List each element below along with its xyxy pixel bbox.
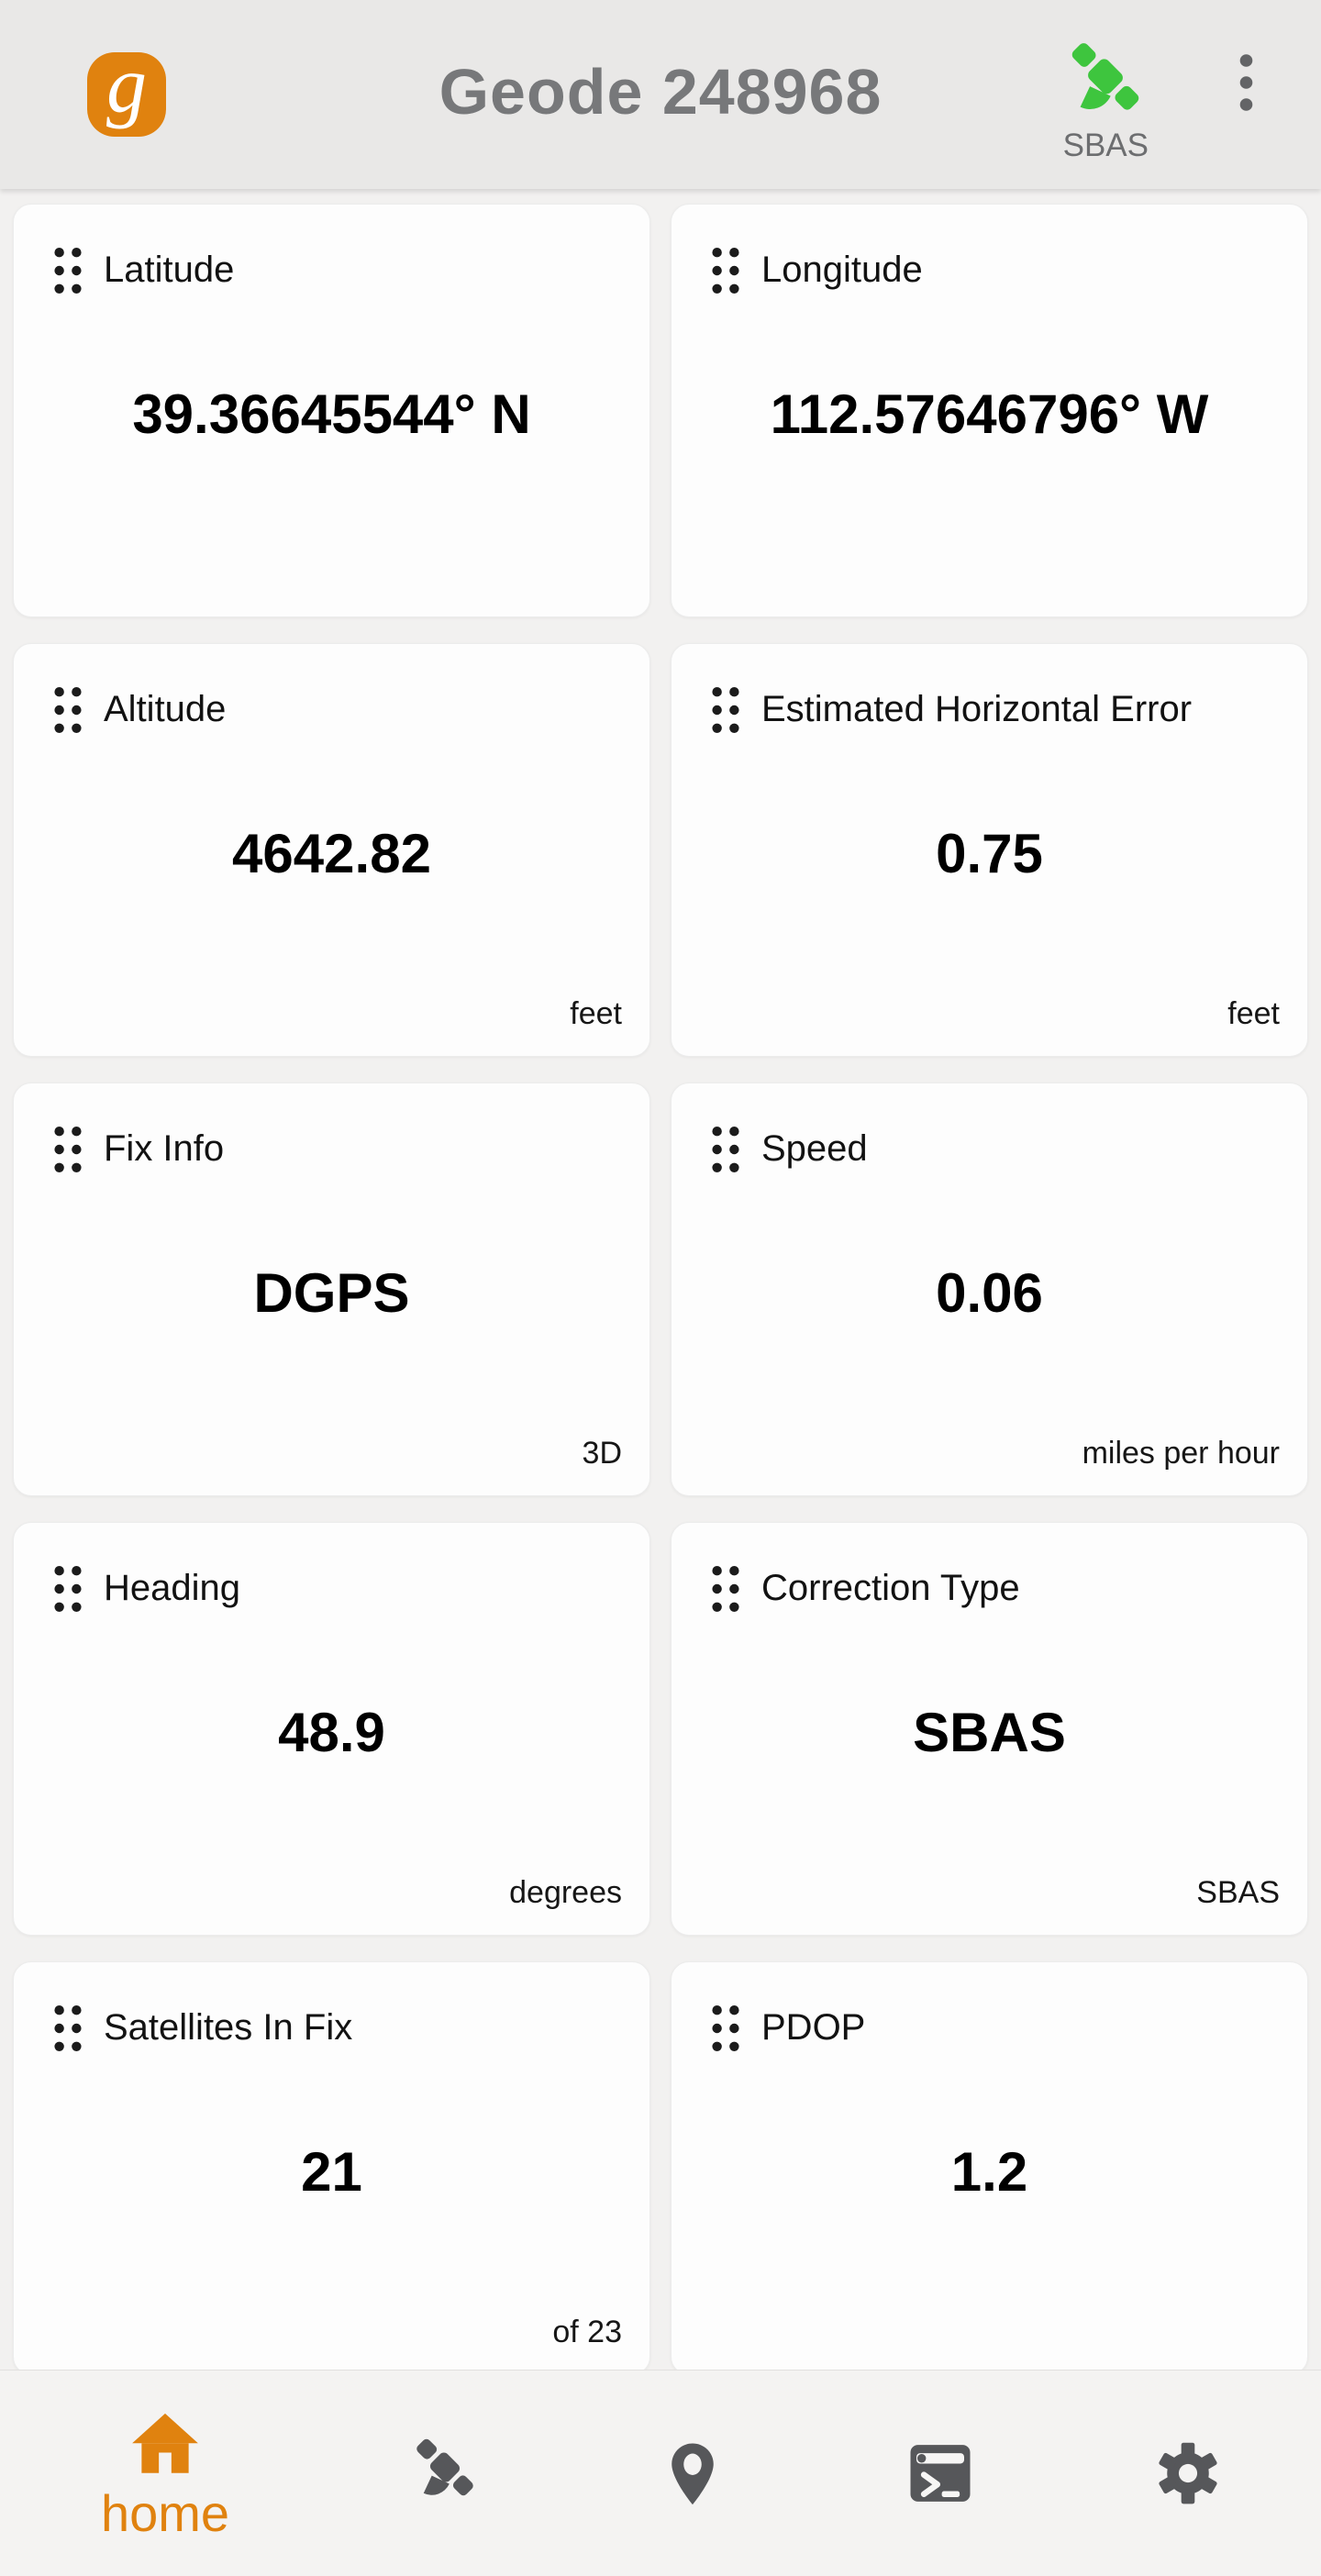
card-value: DGPS — [253, 1262, 410, 1324]
nav-item-satellites[interactable] — [376, 2437, 514, 2509]
drag-handle-icon[interactable] — [712, 1566, 739, 1612]
home-icon — [132, 2413, 198, 2473]
drag-handle-icon[interactable] — [54, 1127, 82, 1172]
dashboard-content: Latitude 39.36645544° N Longitude 112.57… — [0, 189, 1321, 2576]
card-title: Fix Info — [104, 1128, 225, 1170]
drag-handle-icon[interactable] — [54, 2005, 82, 2051]
card-title: Longitude — [761, 250, 923, 291]
card-title: Speed — [761, 1128, 868, 1170]
drag-handle-icon[interactable] — [54, 687, 82, 733]
cards-grid: Latitude 39.36645544° N Longitude 112.57… — [0, 189, 1321, 2375]
card-value: 0.06 — [936, 1262, 1043, 1324]
settings-gear-icon — [1159, 2442, 1217, 2504]
card-value: 48.9 — [278, 1702, 385, 1763]
drag-handle-icon[interactable] — [712, 1127, 739, 1172]
metric-card[interactable]: Satellites In Fix 21 of 23 — [13, 1961, 650, 2375]
drag-handle-icon[interactable] — [712, 2005, 739, 2051]
nav-item-settings[interactable] — [1119, 2437, 1257, 2509]
drag-handle-icon[interactable] — [712, 687, 739, 733]
drag-handle-icon[interactable] — [54, 1566, 82, 1612]
card-unit: 3D — [582, 1436, 622, 1471]
card-unit: SBAS — [1196, 1875, 1280, 1910]
metric-card[interactable]: Fix Info DGPS 3D — [13, 1083, 650, 1496]
metric-card[interactable]: Longitude 112.57646796° W — [671, 204, 1308, 617]
card-title: Correction Type — [761, 1568, 1020, 1609]
card-value: 0.75 — [936, 823, 1043, 884]
satellite-icon — [1072, 43, 1139, 110]
card-title: Heading — [104, 1568, 241, 1609]
drag-handle-icon[interactable] — [712, 248, 739, 294]
app-header: g Geode 248968 SBAS — [0, 0, 1321, 189]
card-value: 21 — [301, 2141, 362, 2203]
satellite-icon — [416, 2438, 473, 2496]
metric-card[interactable]: Speed 0.06 miles per hour — [671, 1083, 1308, 1496]
bottom-navigation: home — [0, 2370, 1321, 2576]
terminal-icon — [910, 2445, 971, 2502]
metric-card[interactable]: Heading 48.9 degrees — [13, 1522, 650, 1936]
drag-handle-icon[interactable] — [54, 248, 82, 294]
card-title: Estimated Horizontal Error — [761, 689, 1193, 730]
geode-app-logo: g — [87, 52, 166, 137]
metric-card[interactable]: Correction Type SBAS SBAS — [671, 1522, 1308, 1936]
nav-item-map[interactable] — [624, 2437, 761, 2509]
card-title: Latitude — [104, 250, 235, 291]
card-unit: feet — [570, 996, 622, 1031]
status-label: SBAS — [1062, 128, 1149, 163]
card-value: 39.36645544° N — [132, 383, 531, 445]
card-value: 4642.82 — [232, 823, 431, 884]
card-unit: miles per hour — [1082, 1436, 1280, 1471]
metric-card[interactable]: PDOP 1.2 — [671, 1961, 1308, 2375]
nav-item-home[interactable]: home — [64, 2407, 266, 2539]
nav-item-terminal[interactable] — [871, 2437, 1009, 2509]
card-value: SBAS — [913, 1702, 1066, 1763]
logo-letter: g — [106, 52, 147, 130]
metric-card[interactable]: Estimated Horizontal Error 0.75 feet — [671, 643, 1308, 1057]
correction-status-indicator[interactable]: SBAS — [1063, 41, 1149, 164]
metric-card[interactable]: Altitude 4642.82 feet — [13, 643, 650, 1057]
location-pin-icon — [672, 2443, 714, 2505]
card-title: PDOP — [761, 2007, 866, 2049]
card-value: 1.2 — [950, 2141, 1028, 2203]
card-unit: degrees — [509, 1875, 622, 1910]
card-unit: of 23 — [552, 2315, 622, 2349]
card-value: 112.57646796° W — [770, 383, 1209, 445]
nav-item-label: home — [100, 2484, 230, 2542]
card-title: Satellites In Fix — [104, 2007, 353, 2049]
card-title: Altitude — [104, 689, 227, 730]
card-unit: feet — [1227, 996, 1280, 1031]
metric-card[interactable]: Latitude 39.36645544° N — [13, 204, 650, 617]
kebab-menu-icon[interactable] — [1227, 28, 1264, 138]
